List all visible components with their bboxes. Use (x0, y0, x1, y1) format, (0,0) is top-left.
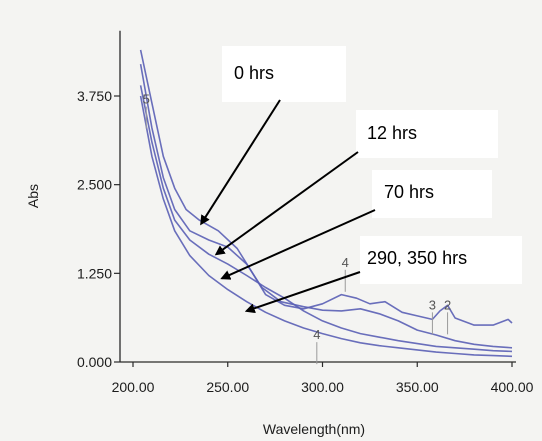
marker-label: 2 (444, 297, 451, 312)
callout-box (372, 170, 492, 218)
callout-label: 70 hrs (384, 182, 434, 202)
series-line-1 (139, 49, 513, 326)
series-layer (139, 49, 513, 358)
callout-box (222, 46, 346, 102)
callout-layer: 0 hrs 12 hrs 70 hrs 290, 350 hrs (200, 46, 522, 314)
marker-label: 5 (143, 92, 150, 107)
callout-arrow (244, 271, 361, 314)
callout-label: 0 hrs (234, 63, 274, 83)
callout-box (356, 110, 498, 158)
x-tick-label: 400.00 (491, 379, 534, 395)
marker-label: 4 (342, 255, 349, 270)
marker-label: 3 (429, 297, 436, 312)
series-line-3 (139, 85, 513, 353)
y-tick-label: 2.500 (77, 177, 112, 193)
series-line-2 (139, 63, 513, 349)
callout-arrow (214, 151, 359, 256)
marker-layer: 5 4 4 3 2 (143, 92, 451, 365)
x-tick-label: 350.00 (396, 379, 439, 395)
y-tick-label: 1.250 (77, 265, 112, 281)
series-line-4 (139, 95, 513, 358)
callout-label: 290, 350 hrs (367, 248, 467, 268)
y-axis-title: Abs (25, 184, 41, 208)
x-axis-title: Wavelength(nm) (263, 421, 365, 437)
marker-label: 4 (313, 327, 320, 342)
callout-box (360, 236, 522, 284)
callout-label: 12 hrs (367, 123, 417, 143)
x-tick-label: 250.00 (206, 379, 249, 395)
y-tick-label: 0.000 (77, 354, 112, 370)
x-tick-label: 200.00 (112, 379, 155, 395)
x-tick-label: 300.00 (301, 379, 344, 395)
callout-arrow (200, 99, 281, 226)
y-tick-label: 3.750 (77, 88, 112, 104)
callout-arrow (220, 209, 376, 280)
